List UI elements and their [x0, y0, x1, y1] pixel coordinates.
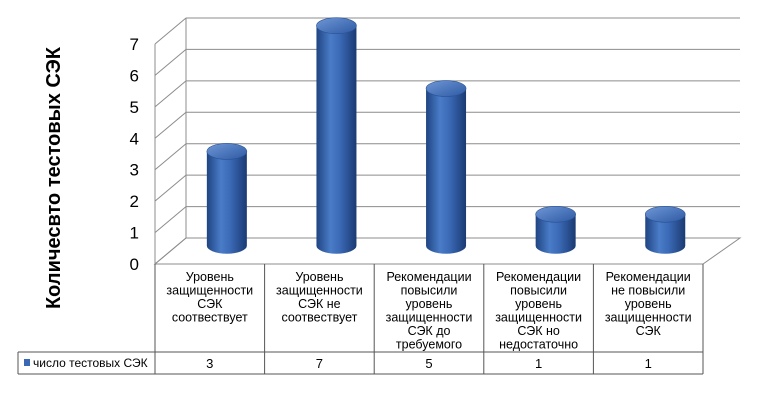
bar-body: [645, 214, 686, 254]
x-tick-label: Рекомендации не повысили уровень защищеннос…: [605, 270, 692, 338]
bar: [644, 205, 686, 254]
bar-body: [426, 88, 467, 254]
gridline-side: [154, 174, 187, 202]
bar-top: [206, 143, 248, 160]
y-tick-label: 6: [130, 66, 139, 85]
y-tick-label: 2: [130, 192, 139, 211]
bar-body: [316, 25, 357, 254]
y-tick-label: 1: [130, 224, 139, 243]
y-tick-label: 3: [130, 161, 139, 180]
y-tick-label: 4: [130, 129, 139, 148]
data-label: 1: [645, 356, 652, 371]
gridline-side: [154, 80, 187, 108]
bar-top: [644, 205, 686, 223]
legend-entry: число тестовых СЭК: [33, 356, 148, 370]
data-label: 7: [316, 356, 323, 371]
gridline-side: [154, 17, 187, 45]
data-label: 5: [425, 356, 432, 371]
gridline-side: [154, 206, 187, 233]
data-label: 3: [206, 356, 213, 371]
floor: [153, 237, 742, 265]
data-table: Уровень защищенности СЭК соотвествует Уровен…: [17, 264, 704, 375]
bar: [535, 205, 576, 254]
y-tick-label: 7: [130, 35, 139, 54]
gridline-side: [154, 111, 187, 139]
bar-top: [535, 205, 576, 223]
x-tick-label: Уровень защищенности СЭК соотвествует: [166, 270, 253, 325]
legend-key: [24, 359, 30, 366]
y-tick-label: 0: [130, 255, 139, 274]
x-tick-label: Рекомендации повысили уровень защищенности С…: [495, 270, 582, 352]
bar-body: [206, 151, 247, 254]
x-tick-label: Уровень защищенности СЭК не соотвествует: [276, 270, 363, 325]
bar-top: [425, 80, 467, 97]
x-tick-label: Рекомендации повысили уровень защищенности С…: [386, 270, 473, 352]
gridline-side: [154, 143, 187, 171]
y-tick-label: 5: [130, 98, 139, 117]
bars: [206, 17, 686, 254]
y-axis-ticks: 0 1 2 3 4 5 6 7: [130, 35, 139, 274]
bar: [206, 143, 248, 254]
bar: [425, 80, 467, 254]
data-label: 1: [535, 356, 542, 371]
gridline-side: [154, 49, 187, 76]
y-axis-label: Количесвто тестовых СЭК: [43, 46, 65, 309]
bar-body: [535, 214, 576, 254]
bar-top: [316, 17, 357, 35]
bar: [316, 17, 357, 254]
